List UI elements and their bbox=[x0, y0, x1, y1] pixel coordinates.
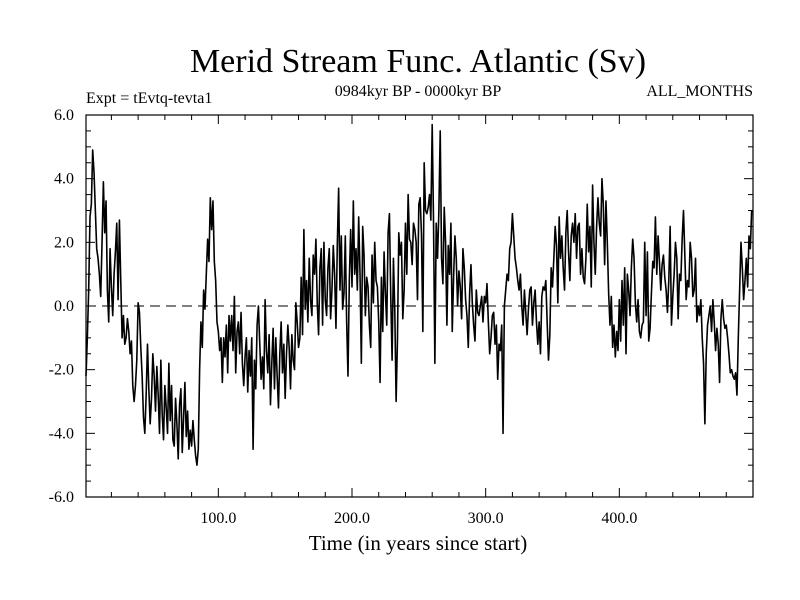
x-tick-label: 200.0 bbox=[334, 510, 370, 527]
plot-frame bbox=[85, 114, 754, 498]
x-tick-label: 400.0 bbox=[601, 510, 637, 527]
time-range-label: 0984kyr BP - 0000kyr BP bbox=[335, 83, 502, 100]
y-tick-label: 0.0 bbox=[54, 298, 74, 315]
x-tick-label: 300.0 bbox=[468, 510, 504, 527]
y-tick-label: -6.0 bbox=[49, 489, 74, 506]
y-tick-label: 2.0 bbox=[54, 234, 74, 251]
experiment-label: Expt = tEvtq-tevta1 bbox=[86, 90, 212, 107]
series-line bbox=[85, 123, 753, 466]
y-tick-label: 6.0 bbox=[54, 107, 74, 124]
tick-labels: 100.0 200.0 300.0 400.0 -6.0 -4.0 -2.0 0.0 2.0 4.… bbox=[49, 107, 638, 527]
y-tick-label: 4.0 bbox=[54, 171, 74, 188]
y-tick-label: -2.0 bbox=[49, 362, 74, 379]
y-tick-label: -4.0 bbox=[49, 425, 74, 442]
x-axis-label: Time (in years since start) bbox=[309, 531, 528, 555]
chart-title: Merid Stream Func. Atlantic (Sv) bbox=[190, 43, 646, 80]
x-tick-label: 100.0 bbox=[200, 510, 236, 527]
months-label: ALL_MONTHS bbox=[646, 83, 753, 100]
